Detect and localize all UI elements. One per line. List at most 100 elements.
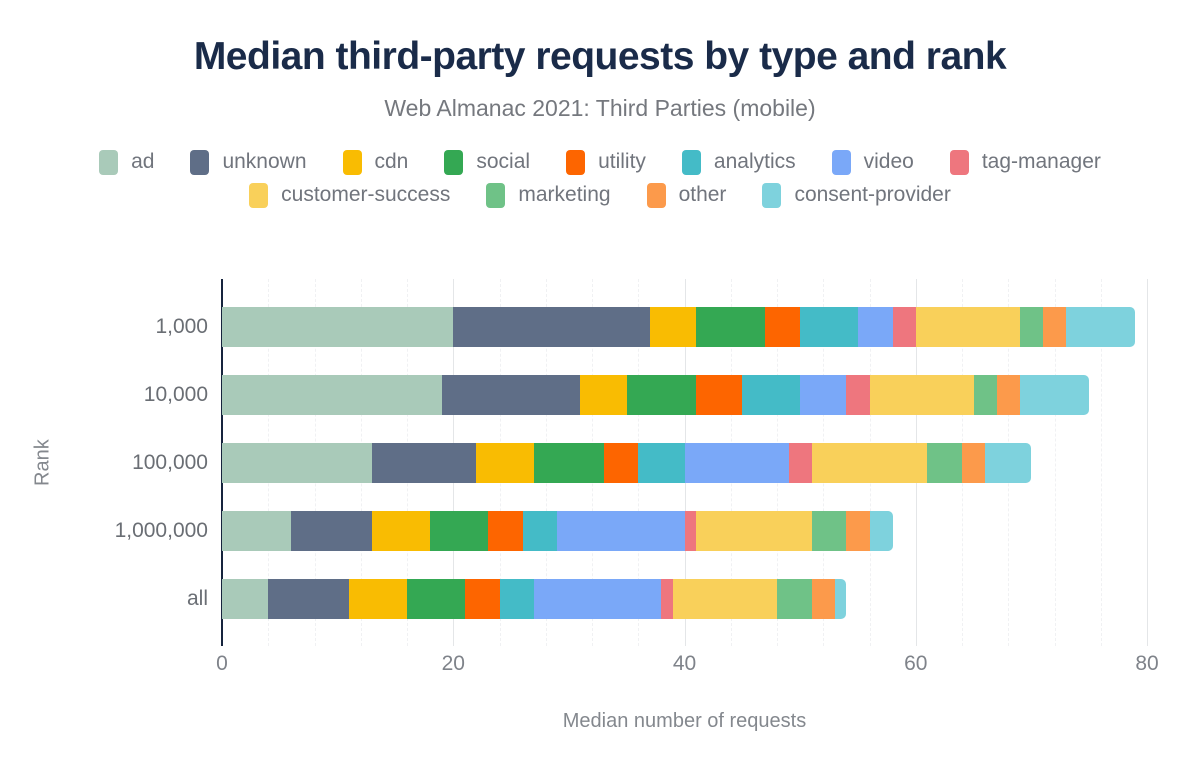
legend-label: unknown — [222, 150, 307, 174]
legend-label: social — [476, 150, 531, 174]
bar-segment-marketing[interactable] — [973, 374, 997, 415]
bar-segment-consent-provider[interactable] — [1019, 374, 1090, 415]
bar-segment-other[interactable] — [996, 374, 1020, 415]
bar-segment-consent-provider[interactable] — [985, 442, 1032, 483]
bar-segment-tag-manager[interactable] — [892, 306, 916, 347]
bar-segment-other[interactable] — [1042, 306, 1067, 347]
legend-swatch-marketing — [486, 182, 506, 208]
bar-segment-tag-manager[interactable] — [788, 442, 812, 483]
legend-item-ad[interactable]: ad — [99, 149, 154, 175]
legend-item-analytics[interactable]: analytics — [681, 149, 796, 175]
legend-item-unknown[interactable]: unknown — [190, 149, 307, 175]
gridline-minor — [1100, 279, 1102, 646]
bar-segment-cdn[interactable] — [349, 578, 407, 619]
bar-segment-utility[interactable] — [696, 374, 743, 415]
bar-segment-consent-provider[interactable] — [869, 510, 893, 551]
y-category-label: all — [186, 586, 208, 610]
legend-label: video — [863, 150, 914, 174]
x-tick-labels: 0 20 40 60 80 — [216, 652, 1159, 678]
bar-segment-social[interactable] — [407, 578, 465, 619]
bar-segment-customer-success[interactable] — [811, 442, 928, 483]
legend-label: tag-manager — [981, 150, 1101, 174]
legend-label: utility — [598, 150, 646, 174]
bar-segment-ad[interactable] — [222, 510, 292, 551]
bar-segment-analytics[interactable] — [742, 374, 801, 415]
bar-1,000 — [222, 306, 1136, 347]
legend-label: cdn — [374, 150, 409, 174]
bar-segment-unknown[interactable] — [441, 374, 581, 415]
legend-swatch-video — [831, 149, 851, 175]
bar-segment-customer-success[interactable] — [869, 374, 974, 415]
bar-segment-utility[interactable] — [765, 306, 801, 347]
bar-segment-ad[interactable] — [222, 578, 269, 619]
bar-segment-consent-provider[interactable] — [834, 578, 847, 619]
bar-segment-other[interactable] — [846, 510, 870, 551]
legend-item-other[interactable]: other — [646, 182, 727, 208]
bar-segment-video[interactable] — [857, 306, 893, 347]
bar-segment-utility[interactable] — [603, 442, 639, 483]
bar-segment-other[interactable] — [811, 578, 835, 619]
bar-segment-unknown[interactable] — [291, 510, 373, 551]
bar-segment-ad[interactable] — [222, 442, 373, 483]
bar-segment-customer-success[interactable] — [696, 510, 812, 551]
bar-segment-unknown[interactable] — [268, 578, 350, 619]
legend-swatch-unknown — [190, 149, 210, 175]
legend-swatch-analytics — [681, 149, 701, 175]
legend-item-consent-provider[interactable]: consent-provider — [762, 182, 951, 208]
bar-segment-social[interactable] — [696, 306, 766, 347]
bar-segment-utility[interactable] — [487, 510, 523, 551]
legend-swatch-utility — [566, 149, 586, 175]
legend-swatch-tag-manager — [949, 149, 969, 175]
bar-segment-customer-success[interactable] — [915, 306, 1020, 347]
x-tick-label: 20 — [441, 652, 465, 675]
bar-segment-tag-manager[interactable] — [846, 374, 870, 415]
bar-segment-cdn[interactable] — [580, 374, 627, 415]
bar-segment-video[interactable] — [800, 374, 847, 415]
gridline-minor — [1054, 279, 1056, 646]
legend-swatch-consent-provider — [762, 182, 782, 208]
y-category-label: 1,000,000 — [114, 518, 208, 542]
legend-item-customer-success[interactable]: customer-success — [249, 182, 450, 208]
bar-segment-analytics[interactable] — [522, 510, 558, 551]
bar-segment-consent-provider[interactable] — [1066, 306, 1136, 347]
bar-segment-customer-success[interactable] — [672, 578, 777, 619]
legend-item-utility[interactable]: utility — [566, 149, 646, 175]
bar-segment-video[interactable] — [684, 442, 789, 483]
bar-segment-tag-manager[interactable] — [684, 510, 697, 551]
bar-segment-cdn[interactable] — [649, 306, 697, 347]
bar-segment-social[interactable] — [534, 442, 604, 483]
legend-item-social[interactable]: social — [444, 149, 531, 175]
bar-segment-other[interactable] — [962, 442, 986, 483]
x-tick-label: 0 — [216, 652, 228, 675]
bar-segment-marketing[interactable] — [1019, 306, 1043, 347]
bar-segment-video[interactable] — [557, 510, 685, 551]
bar-all — [222, 578, 847, 619]
legend-item-tag-manager[interactable]: tag-manager — [949, 149, 1101, 175]
bar-segment-analytics[interactable] — [499, 578, 535, 619]
bar-segment-social[interactable] — [430, 510, 488, 551]
legend-label: other — [678, 183, 727, 207]
bar-segment-analytics[interactable] — [800, 306, 858, 347]
legend-swatch-other — [646, 182, 666, 208]
bar-segment-unknown[interactable] — [453, 306, 650, 347]
bar-segment-marketing[interactable] — [811, 510, 847, 551]
bar-segment-marketing[interactable] — [927, 442, 962, 483]
bar-segment-unknown[interactable] — [372, 442, 477, 483]
legend: ad unknown cdn social utility analytics video t… — [0, 146, 1200, 212]
bar-segment-ad[interactable] — [222, 374, 442, 415]
plot-area — [221, 279, 1148, 646]
bar-segment-social[interactable] — [626, 374, 697, 415]
bar-segment-tag-manager[interactable] — [661, 578, 673, 619]
bar-segment-utility[interactable] — [464, 578, 500, 619]
legend-row-2: customer-success marketing other consent-pr… — [0, 179, 1200, 212]
bar-segment-analytics[interactable] — [638, 442, 685, 483]
bar-segment-cdn[interactable] — [476, 442, 535, 483]
bar-segment-ad[interactable] — [222, 306, 454, 347]
legend-label: consent-provider — [794, 183, 951, 207]
bar-segment-cdn[interactable] — [372, 510, 431, 551]
legend-item-video[interactable]: video — [831, 149, 914, 175]
bar-segment-video[interactable] — [534, 578, 662, 619]
bar-segment-marketing[interactable] — [777, 578, 812, 619]
legend-item-cdn[interactable]: cdn — [342, 149, 409, 175]
legend-item-marketing[interactable]: marketing — [486, 182, 611, 208]
